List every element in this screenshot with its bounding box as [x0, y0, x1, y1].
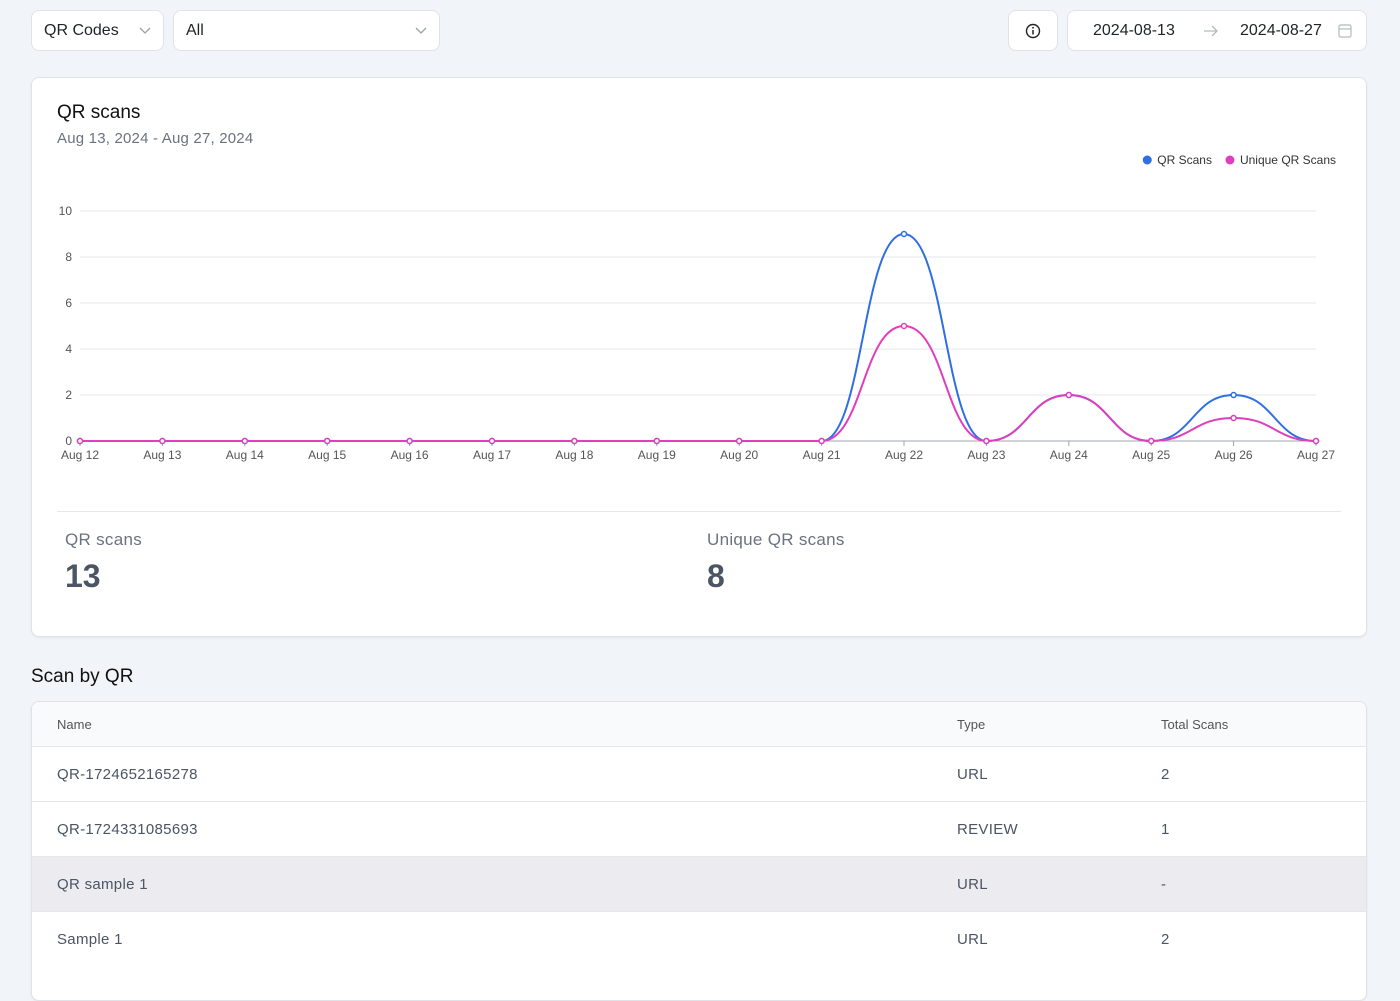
series-line	[80, 232, 1317, 443]
x-tick-label: Aug 13	[143, 448, 181, 462]
table-row[interactable]: QR-1724331085693 REVIEW 1	[32, 801, 1366, 857]
data-point	[1230, 414, 1237, 422]
x-tick-label: Aug 23	[967, 448, 1005, 462]
stat-value: 8	[707, 558, 725, 594]
scope-select[interactable]: All	[173, 10, 440, 51]
y-tick-label: 6	[65, 296, 72, 310]
legend-swatch	[1225, 155, 1235, 165]
date-range[interactable]: 2024-08-13 2024-08-27	[1067, 10, 1367, 51]
data-point	[1312, 437, 1320, 445]
chevron	[415, 27, 427, 34]
arrow-icon	[1204, 25, 1218, 37]
card-title: QR scans	[57, 102, 141, 123]
table-cell: URL	[957, 931, 988, 948]
data-point	[571, 437, 578, 445]
date-start: 2024-08-13	[1093, 22, 1175, 39]
x-tick-label: Aug 20	[720, 448, 758, 462]
x-tick-label: Aug 26	[1215, 448, 1253, 462]
table-cell: -	[1161, 876, 1167, 893]
date-end: 2024-08-27	[1240, 22, 1322, 39]
legend-swatch	[1142, 155, 1152, 165]
data-point	[406, 437, 413, 445]
x-tick-label: Aug 17	[473, 448, 511, 462]
x-tick-label: Aug 18	[555, 448, 593, 462]
data-point	[818, 437, 825, 445]
table-cell: REVIEW	[957, 821, 1018, 838]
y-tick-label: 2	[65, 388, 72, 402]
x-tick-label: Aug 25	[1132, 448, 1170, 462]
x-tick-label: Aug 14	[226, 448, 264, 462]
table-cell: URL	[957, 766, 988, 783]
data-point	[323, 437, 331, 445]
legend-label: QR Scans	[1157, 153, 1212, 167]
table-header: Name Type Total Scans	[32, 702, 1366, 746]
x-tick-label: Aug 22	[885, 448, 923, 462]
x-tick-label: Aug 27	[1297, 448, 1335, 462]
legend-label: Unique QR Scans	[1240, 153, 1336, 167]
column-header: Total Scans	[1161, 717, 1229, 732]
x-tick-label: Aug 24	[1050, 448, 1088, 462]
data-point	[900, 230, 908, 238]
data-point	[900, 322, 908, 330]
table-cell: 2	[1161, 931, 1170, 948]
table-cell: 1	[1161, 821, 1170, 838]
data-point	[241, 437, 249, 445]
source-value: QR Codes	[44, 21, 119, 39]
stat-value: 13	[65, 558, 101, 594]
table-cell: 2	[1161, 766, 1170, 783]
stat-label: QR scans	[65, 530, 143, 549]
chevron	[139, 27, 151, 34]
table-cell: QR-1724331085693	[57, 821, 198, 838]
x-tick-label: Aug 19	[638, 448, 676, 462]
chart-card: QR scans Aug 13, 2024 - Aug 27, 2024 0 2 4…	[31, 77, 1367, 637]
data-point	[159, 437, 166, 445]
table-row[interactable]: QR-1724652165278 URL 2	[32, 746, 1366, 802]
y-tick-label: 4	[65, 342, 72, 356]
source-select[interactable]: QR Codes	[31, 10, 164, 51]
table-cell: QR sample 1	[57, 876, 148, 893]
table-title: Scan by QR	[31, 666, 134, 687]
table-row[interactable]: Sample 1 URL 2	[32, 911, 1366, 967]
data-point	[1065, 391, 1073, 399]
column-header: Name	[57, 717, 92, 732]
divider	[57, 511, 1341, 512]
scan-table: Name Type Total Scans QR-1724652165278 URL 2 Q…	[31, 701, 1367, 1001]
x-tick-label: Aug 16	[391, 448, 429, 462]
data-point	[76, 437, 84, 445]
data-point	[488, 437, 496, 445]
page: QR Codes All 2024-08-13 2024-08-27 QR sc…	[31, 10, 1367, 1001]
data-point	[1230, 391, 1237, 399]
x-tick-label: Aug 12	[61, 448, 99, 462]
line-chart: 0 2 4 6 8 10 Aug 12 Aug 13 Aug 14 Aug 15 Aug 16 Aug…	[59, 153, 1336, 462]
x-tick-label: Aug 15	[308, 448, 346, 462]
x-tick-label: Aug 21	[803, 448, 841, 462]
data-point	[1147, 437, 1155, 445]
table-cell: URL	[957, 876, 988, 893]
data-point	[735, 437, 743, 445]
scope-value: All	[186, 21, 204, 39]
column-header: Type	[957, 717, 986, 732]
info-icon	[1025, 23, 1041, 38]
table-cell: QR-1724652165278	[57, 766, 198, 783]
series-line	[80, 324, 1317, 443]
table-cell: Sample 1	[57, 931, 123, 948]
y-tick-label: 0	[65, 434, 72, 448]
card-subtitle: Aug 13, 2024 - Aug 27, 2024	[57, 130, 254, 147]
stat-label: Unique QR scans	[707, 530, 845, 549]
calendar-icon	[1338, 24, 1352, 38]
data-point	[653, 437, 661, 445]
y-tick-label: 8	[65, 250, 72, 264]
table-row[interactable]: QR sample 1 URL -	[32, 856, 1366, 912]
y-tick-label: 10	[59, 204, 73, 218]
info-button[interactable]	[1008, 10, 1058, 51]
data-point	[983, 437, 990, 445]
